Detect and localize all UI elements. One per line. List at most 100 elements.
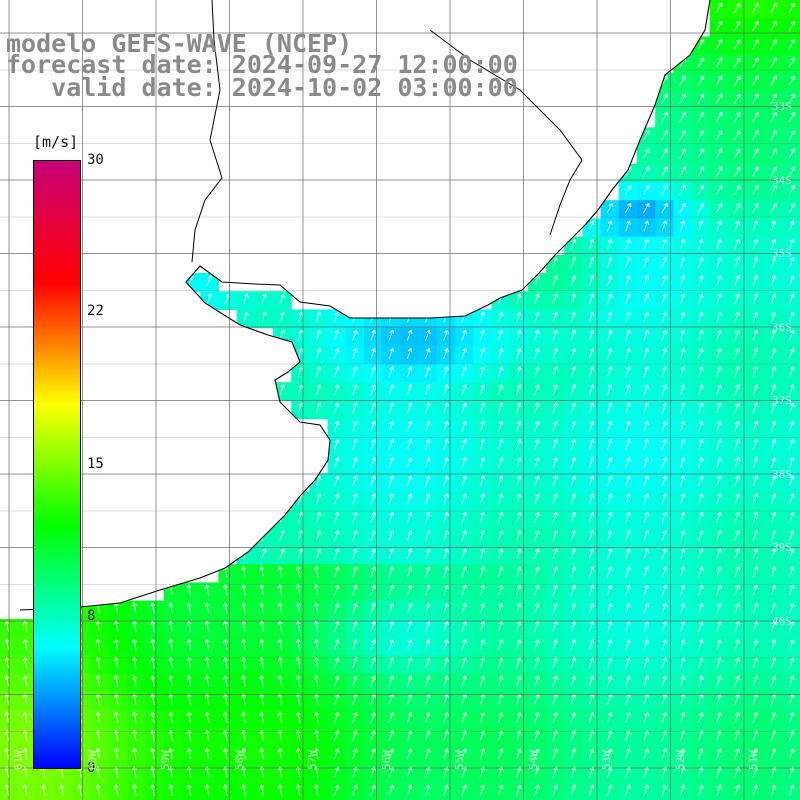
wind-cell: [637, 473, 656, 492]
wind-cell: [527, 637, 547, 656]
wind-cell: [655, 546, 674, 565]
wind-arrow: [241, 638, 247, 651]
wind-arrow: [388, 711, 395, 723]
wind-arrow: [113, 748, 119, 760]
wind-cell: [418, 618, 438, 638]
wind-cell: [91, 655, 110, 674]
wind-cell: [273, 673, 292, 693]
wind-arrow: [788, 2, 796, 14]
wind-cell: [728, 72, 747, 92]
wind-arrow: [370, 584, 376, 596]
wind-cell: [600, 436, 620, 456]
wind-cell: [309, 709, 329, 729]
wind-arrow: [186, 729, 192, 742]
wind-arrow: [752, 639, 759, 651]
wind-arrow: [625, 493, 631, 505]
wind-cell: [582, 782, 602, 800]
wind-cell: [527, 564, 547, 583]
wind-arrow: [679, 130, 686, 141]
wind-cell: [273, 637, 292, 656]
wind-cell: [364, 691, 383, 711]
wind-arrow: [789, 748, 795, 760]
wind-cell: [673, 182, 693, 201]
wind-cell: [291, 673, 310, 693]
wind-cell: [236, 673, 256, 693]
wind-arrow: [715, 75, 723, 86]
wind-cell: [637, 236, 656, 256]
wind-cell: [345, 728, 365, 747]
wind-arrow: [789, 366, 795, 378]
wind-cell: [254, 618, 274, 638]
wind-arrow: [388, 384, 395, 396]
wind-cell: [764, 218, 784, 238]
wind-arrow: [770, 293, 777, 305]
wind-arrow: [461, 730, 467, 742]
wind-arrow: [206, 275, 213, 287]
wind-arrow: [370, 657, 376, 669]
wind-arrow: [643, 184, 650, 196]
wind-cell: [764, 0, 784, 19]
wind-cell: [382, 491, 401, 511]
wind-cell: [655, 327, 674, 347]
wind-cell: [109, 600, 128, 620]
wind-arrow: [607, 311, 613, 323]
wind-arrow: [334, 784, 340, 796]
wind-arrow: [352, 366, 358, 378]
wind-arrow: [461, 366, 467, 378]
wind-arrow: [406, 384, 413, 396]
wind-cell: [746, 436, 765, 456]
wind-arrow: [588, 329, 595, 341]
wind-cell: [691, 546, 711, 565]
wind-cell: [182, 709, 201, 729]
wind-cell: [618, 418, 638, 438]
wind-cell: [382, 564, 401, 583]
wind-arrow: [570, 784, 577, 796]
wind-cell: [746, 127, 765, 147]
wind-cell: [782, 709, 800, 729]
wind-cell: [764, 91, 784, 110]
wind-cell: [782, 600, 800, 620]
wind-arrow: [186, 638, 192, 651]
wind-arrow: [607, 493, 613, 505]
wind-cell: [400, 364, 420, 383]
wind-cell: [655, 728, 674, 747]
wind-arrow: [443, 730, 449, 742]
wind-cell: [418, 400, 438, 420]
wind-cell: [709, 746, 729, 765]
wind-cell: [728, 36, 747, 56]
wind-cell: [746, 618, 765, 638]
wind-arrow: [770, 111, 777, 123]
wind-cell: [655, 746, 674, 765]
wind-cell: [655, 254, 674, 274]
wind-cell: [691, 382, 711, 401]
wind-arrow: [406, 730, 413, 742]
wind-arrow: [752, 457, 759, 469]
wind-cell: [527, 400, 547, 420]
wind-cell: [673, 509, 693, 529]
wind-cell: [655, 637, 674, 656]
wind-cell: [673, 709, 693, 729]
wind-arrow: [788, 20, 796, 32]
wind-cell: [600, 418, 620, 438]
wind-arrow: [22, 657, 28, 669]
wind-arrow: [406, 566, 413, 578]
wind-arrow: [698, 347, 704, 359]
wind-arrow: [516, 347, 522, 359]
wind-cell: [673, 728, 693, 747]
wind-cell: [691, 200, 711, 219]
wind-cell: [254, 673, 274, 693]
wind-cell: [564, 327, 583, 347]
wind-cell: [400, 382, 420, 401]
wind-cell: [764, 582, 784, 602]
river-outline: [191, 0, 583, 263]
wind-arrow: [497, 420, 504, 432]
wind-arrow: [314, 711, 319, 724]
wind-cell: [782, 618, 800, 638]
wind-cell: [564, 691, 583, 711]
wind-cell: [709, 182, 729, 201]
wind-cell: [527, 582, 547, 602]
wind-cell: [764, 491, 784, 511]
wind-arrow: [679, 311, 686, 323]
wind-cell: [473, 655, 492, 674]
wind-cell: [709, 637, 729, 656]
